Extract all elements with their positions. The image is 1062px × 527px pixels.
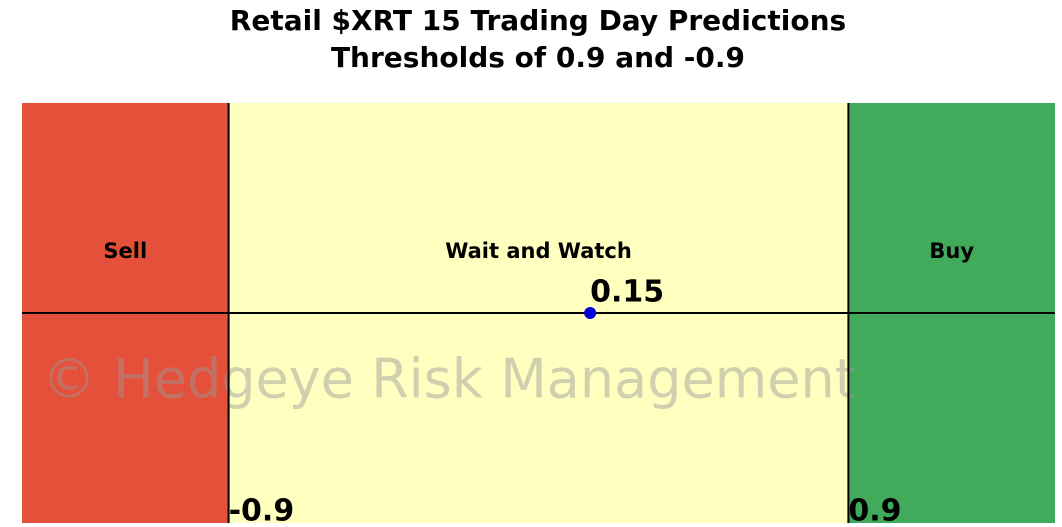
prediction-point [584, 307, 597, 319]
threshold-label: -0.9 [229, 494, 295, 527]
chart-title: Retail $XRT 15 Trading Day Predictions [230, 4, 846, 37]
prediction-label: 0.15 [590, 275, 664, 310]
zone-label: Wait and Watch [445, 239, 632, 263]
chart-subtitle: Thresholds of 0.9 and -0.9 [331, 41, 745, 74]
zone-label: Sell [103, 239, 147, 263]
zone-label: Buy [929, 239, 974, 263]
threshold-label: 0.9 [848, 494, 901, 527]
watermark: © Hedgeye Risk Management [42, 348, 856, 411]
